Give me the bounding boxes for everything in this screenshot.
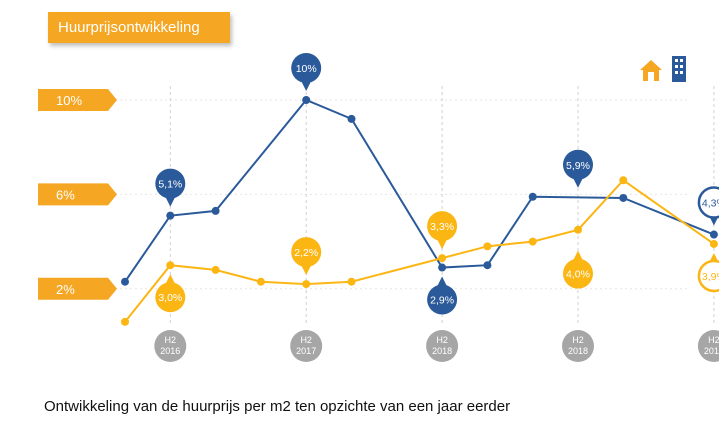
data-point-apartments [211,206,220,215]
y-tick-tag [38,277,117,300]
period-label-line1: H2 [165,335,177,345]
data-point-houses [121,317,129,326]
series-layer [121,96,718,326]
data-point-houses [574,225,582,234]
data-point-apartments [483,261,492,270]
data-point-apartments [347,114,356,123]
period-label-line2: 2017 [296,346,316,356]
period-label-line1: H2 [708,335,719,345]
callout-bubble [697,186,719,219]
callout-label: 10% [296,63,317,75]
data-point-houses [211,265,220,274]
callout-label: 5,1% [158,179,182,191]
callout-label: 2,9% [430,295,454,307]
series-line-apartments [124,98,715,283]
data-point-houses [528,237,537,246]
data-point-houses [166,261,175,270]
y-tick-label: 10% [56,93,82,108]
callout-label: 5,9% [566,160,590,172]
period-pill [290,330,323,362]
house-icon [640,60,662,81]
callout-label: 3,3% [430,221,454,233]
data-point-houses [302,280,311,289]
period-pill [154,330,187,362]
chart-caption: Ontwikkeling van de huurprijs per m2 ten… [44,398,511,415]
period-label-line1: H2 [572,335,584,345]
period-label-line2: 2018 [432,346,452,356]
callout-bubble [155,168,186,199]
period-pill [426,330,459,362]
data-point-houses [619,176,628,185]
callout-bubble [563,258,593,289]
data-point-apartments [438,263,447,272]
legend [640,56,686,82]
callout-bubble [291,53,322,83]
callout-label: 2,2% [294,247,318,259]
callout-bubble [427,284,458,315]
period-label-line2: 2016 [160,346,180,356]
period-label-line1: H2 [436,335,448,345]
y-axis-ticks: 10% 6% 2% [38,89,117,300]
data-point-houses [483,242,492,251]
callout-bubble [427,211,458,242]
period-axis: H22016H22017H22018H22018H22019 [154,330,719,362]
y-tick-label: 6% [56,187,75,202]
apartment-building-icon [672,56,686,82]
y-tick-tag [38,89,117,111]
data-point-houses [709,239,718,248]
callout-layer: 5,1% 10% 2,9% 5,9% 4,3% 3,0% 2,2% 3,3% 4,0% 3,9% [155,53,719,315]
data-point-apartments [121,277,129,286]
y-tick-label: 2% [56,282,75,297]
callout-bubble [155,282,186,313]
callout-label: 4,0% [566,269,590,281]
callout-bubble [563,149,593,180]
data-point-apartments [166,211,175,220]
data-point-houses [256,277,265,286]
y-tick-tag [38,183,117,206]
data-point-houses [347,277,356,286]
period-pill [697,330,719,362]
period-label-line1: H2 [300,335,312,345]
series-line-houses [124,178,715,323]
callout-label: 3,9% [702,271,719,283]
period-label-line2: 2019 [704,346,719,356]
data-point-apartments [619,193,628,202]
period-pill [562,330,594,362]
period-label-line2: 2018 [568,346,588,356]
callout-label: 3,0% [158,292,182,304]
data-point-apartments [709,230,718,239]
callout-label: 4,3% [702,198,719,210]
callout-bubble [697,259,719,293]
data-point-apartments [302,96,311,104]
data-point-houses [438,254,447,263]
chart-title: Huurprijsontwikkeling [48,12,230,43]
data-point-apartments [528,192,537,201]
grid-layer [100,86,715,326]
callout-bubble [291,237,322,268]
